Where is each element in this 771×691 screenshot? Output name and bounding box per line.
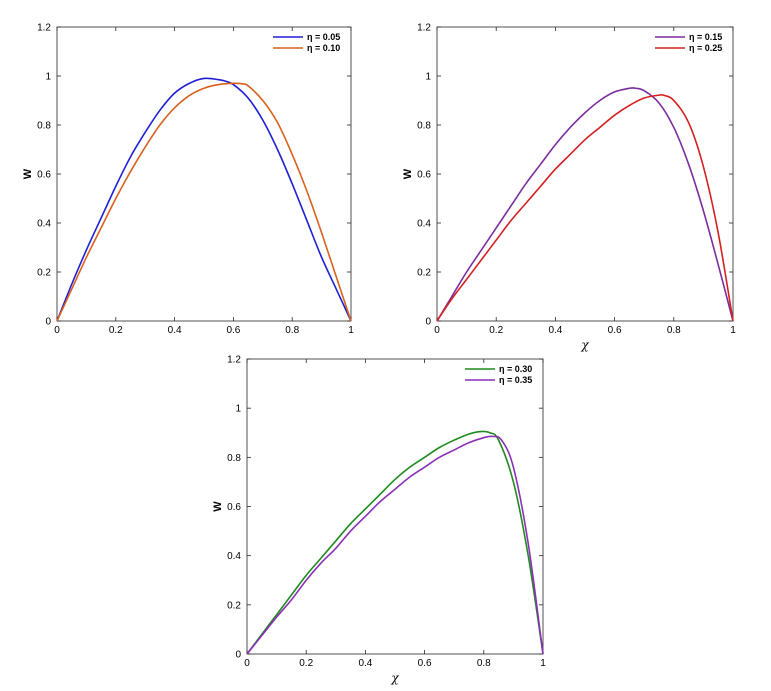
chart-panel-2: 0 0.2 0.4 0.6 0.8 1 0 0.2 0.4 0.6 0.8 1 1.2 Wχ η = 0.1… bbox=[402, 23, 736, 353]
series-line-1 bbox=[246, 430, 544, 655]
x-tick-label: 0 bbox=[434, 325, 440, 336]
series-line-1 bbox=[436, 87, 734, 322]
y-tick-label: 1.2 bbox=[37, 23, 51, 34]
y-tick-label: 1 bbox=[45, 72, 51, 83]
y-tick-label: 1.2 bbox=[417, 23, 431, 34]
x-tick-label: 0.4 bbox=[548, 325, 562, 336]
y-tick-label: 0.8 bbox=[417, 121, 431, 132]
x-tick-label: 1 bbox=[540, 658, 546, 669]
x-tick-label: 0.4 bbox=[358, 658, 372, 669]
x-tick-label: 1 bbox=[730, 325, 736, 336]
y-tick-label: 1 bbox=[425, 72, 431, 83]
chart-panel-1: 0 0.2 0.4 0.6 0.8 1 0 0.2 0.4 0.6 0.8 1 1.2 Wη = 0.05… bbox=[22, 23, 354, 337]
x-tick-label: 0.6 bbox=[226, 325, 240, 336]
y-tick-label: 0.4 bbox=[227, 551, 241, 562]
chart-panel-3: 0 0.2 0.4 0.6 0.8 1 0 0.2 0.4 0.6 0.8 1 1.2 Wχ η = 0.3… bbox=[212, 355, 546, 686]
x-tick-label: 0.8 bbox=[667, 325, 681, 336]
series-line-2 bbox=[56, 82, 352, 322]
x-tick-label: 0.8 bbox=[285, 325, 299, 336]
legend-label: η = 0.05 bbox=[307, 32, 340, 42]
legend-label: η = 0.10 bbox=[307, 43, 340, 53]
x-tick-label: 0.6 bbox=[608, 325, 622, 336]
x-tick-label: 1 bbox=[348, 325, 354, 336]
y-tick-label: 0.6 bbox=[227, 502, 241, 513]
x-tick-label: 0.2 bbox=[489, 325, 503, 336]
x-tick-label: 0 bbox=[244, 658, 250, 669]
y-tick-label: 0.8 bbox=[37, 121, 51, 132]
y-tick-label: 0.6 bbox=[37, 170, 51, 181]
y-tick-label: 0 bbox=[235, 650, 241, 661]
y-tick-label: 0.2 bbox=[417, 268, 431, 279]
series-line-2 bbox=[246, 435, 544, 655]
plot-frame bbox=[436, 26, 734, 322]
x-tick-label: 0.4 bbox=[168, 325, 182, 336]
y-tick-label: 0 bbox=[45, 317, 51, 328]
x-axis-label: χ bbox=[580, 338, 589, 352]
x-tick-label: 0.2 bbox=[299, 658, 313, 669]
y-tick-label: 0.4 bbox=[37, 219, 51, 230]
legend-label: η = 0.35 bbox=[499, 375, 532, 385]
y-axis-label: W bbox=[22, 168, 34, 179]
x-tick-label: 0.8 bbox=[477, 658, 491, 669]
legend-label: η = 0.25 bbox=[689, 43, 722, 53]
x-axis-label: χ bbox=[390, 671, 399, 685]
y-tick-label: 0.4 bbox=[417, 219, 431, 230]
y-tick-label: 1 bbox=[235, 404, 241, 415]
x-tick-label: 0 bbox=[54, 325, 60, 336]
series-line-2 bbox=[436, 94, 734, 322]
y-tick-label: 0.8 bbox=[227, 453, 241, 464]
series-line-1 bbox=[56, 77, 352, 322]
y-tick-label: 0.2 bbox=[227, 600, 241, 611]
y-tick-label: 0.2 bbox=[37, 268, 51, 279]
x-tick-label: 0.2 bbox=[109, 325, 123, 336]
x-tick-label: 0.6 bbox=[418, 658, 432, 669]
y-axis-label: W bbox=[212, 501, 224, 512]
legend-label: η = 0.15 bbox=[689, 32, 722, 42]
y-tick-label: 0 bbox=[425, 317, 431, 328]
plot-frame bbox=[246, 358, 544, 655]
y-axis-label: W bbox=[402, 168, 414, 179]
legend-label: η = 0.30 bbox=[499, 364, 532, 374]
y-tick-label: 1.2 bbox=[227, 355, 241, 366]
y-tick-label: 0.6 bbox=[417, 170, 431, 181]
plot-frame bbox=[56, 26, 352, 322]
